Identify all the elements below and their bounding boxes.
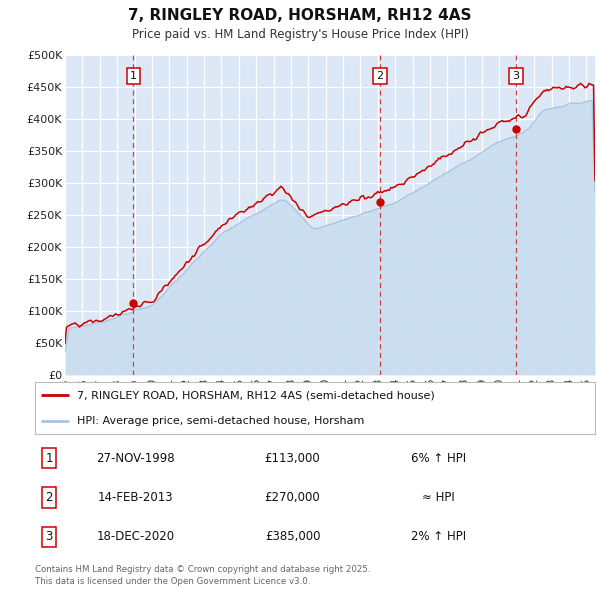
Text: 3: 3 <box>512 71 520 81</box>
Text: £113,000: £113,000 <box>265 452 320 465</box>
Text: 1: 1 <box>45 452 53 465</box>
Text: 7, RINGLEY ROAD, HORSHAM, RH12 4AS (semi-detached house): 7, RINGLEY ROAD, HORSHAM, RH12 4AS (semi… <box>77 390 435 400</box>
Text: £385,000: £385,000 <box>265 530 320 543</box>
Text: 7, RINGLEY ROAD, HORSHAM, RH12 4AS: 7, RINGLEY ROAD, HORSHAM, RH12 4AS <box>128 8 472 23</box>
Text: £270,000: £270,000 <box>265 491 320 504</box>
Text: 14-FEB-2013: 14-FEB-2013 <box>98 491 173 504</box>
Text: 6% ↑ HPI: 6% ↑ HPI <box>410 452 466 465</box>
Text: Price paid vs. HM Land Registry's House Price Index (HPI): Price paid vs. HM Land Registry's House … <box>131 28 469 41</box>
Text: 2: 2 <box>376 71 383 81</box>
Text: 18-DEC-2020: 18-DEC-2020 <box>97 530 175 543</box>
Text: 27-NOV-1998: 27-NOV-1998 <box>97 452 175 465</box>
Text: 1: 1 <box>130 71 137 81</box>
Text: 2% ↑ HPI: 2% ↑ HPI <box>410 530 466 543</box>
Text: ≈ HPI: ≈ HPI <box>422 491 455 504</box>
Text: 2: 2 <box>45 491 53 504</box>
Text: 3: 3 <box>46 530 53 543</box>
Text: Contains HM Land Registry data © Crown copyright and database right 2025.
This d: Contains HM Land Registry data © Crown c… <box>35 565 371 586</box>
Text: HPI: Average price, semi-detached house, Horsham: HPI: Average price, semi-detached house,… <box>77 416 364 426</box>
